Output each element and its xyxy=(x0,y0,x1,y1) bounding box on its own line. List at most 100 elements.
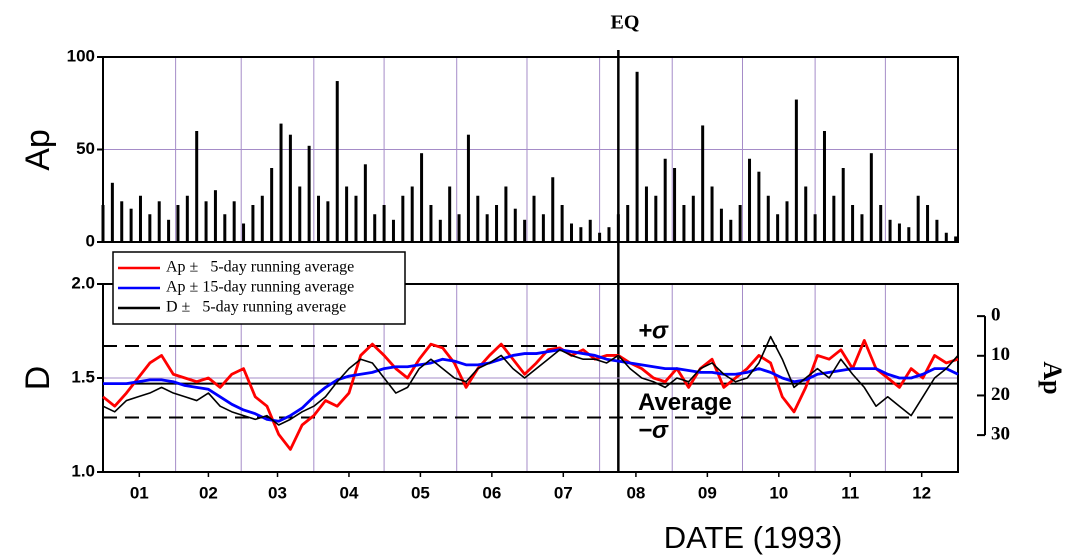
bar xyxy=(785,201,789,242)
bar xyxy=(485,214,489,242)
data-line xyxy=(102,339,959,451)
x-axis-label: DATE (1993) xyxy=(664,520,843,555)
x-tick-label: 03 xyxy=(268,483,287,502)
bar xyxy=(794,99,798,242)
y-tick-label: 100 xyxy=(67,46,95,65)
bar xyxy=(335,81,339,242)
legend-label: D ± 5-day running average xyxy=(166,299,346,316)
bar xyxy=(410,186,414,242)
bar xyxy=(588,219,592,242)
bar xyxy=(373,214,377,242)
bar xyxy=(663,158,667,242)
bar xyxy=(804,186,808,242)
bar xyxy=(429,205,433,242)
bar xyxy=(860,214,864,242)
bar xyxy=(391,219,395,242)
bar xyxy=(288,134,292,242)
bar xyxy=(110,182,114,242)
reference-label: −σ xyxy=(638,417,669,444)
bar xyxy=(738,205,742,242)
bar xyxy=(457,214,461,242)
bar xyxy=(907,227,911,242)
bar xyxy=(897,223,901,242)
y2-tick-label: 30 xyxy=(991,423,1010,444)
bar xyxy=(776,214,780,242)
bar xyxy=(167,219,171,242)
bar xyxy=(213,190,217,242)
bar xyxy=(420,153,424,242)
bar xyxy=(757,171,761,242)
bar xyxy=(148,214,152,242)
bar xyxy=(504,186,508,242)
bar xyxy=(954,236,958,242)
bar xyxy=(326,201,330,242)
bar xyxy=(944,232,948,242)
x-tick-label: 06 xyxy=(482,483,501,502)
bar xyxy=(598,232,602,242)
bar xyxy=(523,219,527,242)
bar xyxy=(232,201,236,242)
bar xyxy=(644,186,648,242)
data-line xyxy=(102,335,959,426)
bar xyxy=(682,205,686,242)
bar xyxy=(766,195,770,242)
y2-tick-label: 0 xyxy=(991,304,1001,325)
bar xyxy=(438,219,442,242)
event-label: EQ xyxy=(611,12,640,34)
bar xyxy=(532,195,536,242)
bar xyxy=(345,186,349,242)
bar xyxy=(607,227,611,242)
bar xyxy=(298,186,302,242)
bar xyxy=(270,168,274,242)
bar xyxy=(129,208,133,242)
legend: Ap ± 5-day running average Ap ± 15-day ru… xyxy=(112,251,406,325)
bar xyxy=(354,195,358,242)
bar xyxy=(476,195,480,242)
bar xyxy=(317,195,321,242)
bar xyxy=(851,205,855,242)
bar xyxy=(307,145,311,242)
bar xyxy=(822,131,826,242)
bar xyxy=(204,201,208,242)
bar xyxy=(813,214,817,242)
bar xyxy=(673,168,677,242)
bar xyxy=(832,195,836,242)
x-tick-label: 09 xyxy=(698,483,717,502)
y-axis-label: Ap xyxy=(19,129,57,171)
y2-tick-label: 20 xyxy=(991,384,1010,405)
bar xyxy=(242,223,246,242)
legend-box xyxy=(112,251,406,325)
x-tick-label: 01 xyxy=(130,483,149,502)
bar xyxy=(279,123,283,242)
bar xyxy=(157,201,161,242)
bar xyxy=(513,208,517,242)
bar xyxy=(654,195,658,242)
y-axis-label: D xyxy=(19,366,57,391)
bar xyxy=(569,223,573,242)
bar xyxy=(748,158,752,242)
bar xyxy=(701,125,705,242)
bar xyxy=(382,205,386,242)
x-tick-label: 02 xyxy=(199,483,218,502)
y-tick-label: 2.0 xyxy=(71,273,95,292)
bar xyxy=(841,168,845,242)
bar xyxy=(710,186,714,242)
y2-tick-label: 10 xyxy=(991,344,1010,365)
bar xyxy=(223,214,227,242)
reference-label: +σ xyxy=(638,317,669,344)
bar xyxy=(195,131,199,242)
bar xyxy=(260,195,264,242)
y2-axis-label: Ap xyxy=(1038,361,1067,394)
x-tick-label: 08 xyxy=(626,483,645,502)
reference-label: Average xyxy=(638,389,732,416)
x-tick-label: 12 xyxy=(912,483,931,502)
bar xyxy=(626,205,630,242)
bar xyxy=(719,208,723,242)
bar xyxy=(101,205,105,242)
y-tick-label: 1.5 xyxy=(71,367,95,386)
bar xyxy=(138,195,142,242)
bar xyxy=(935,219,939,242)
legend-label: Ap ± 15-day running average xyxy=(166,279,354,296)
bar xyxy=(926,205,930,242)
